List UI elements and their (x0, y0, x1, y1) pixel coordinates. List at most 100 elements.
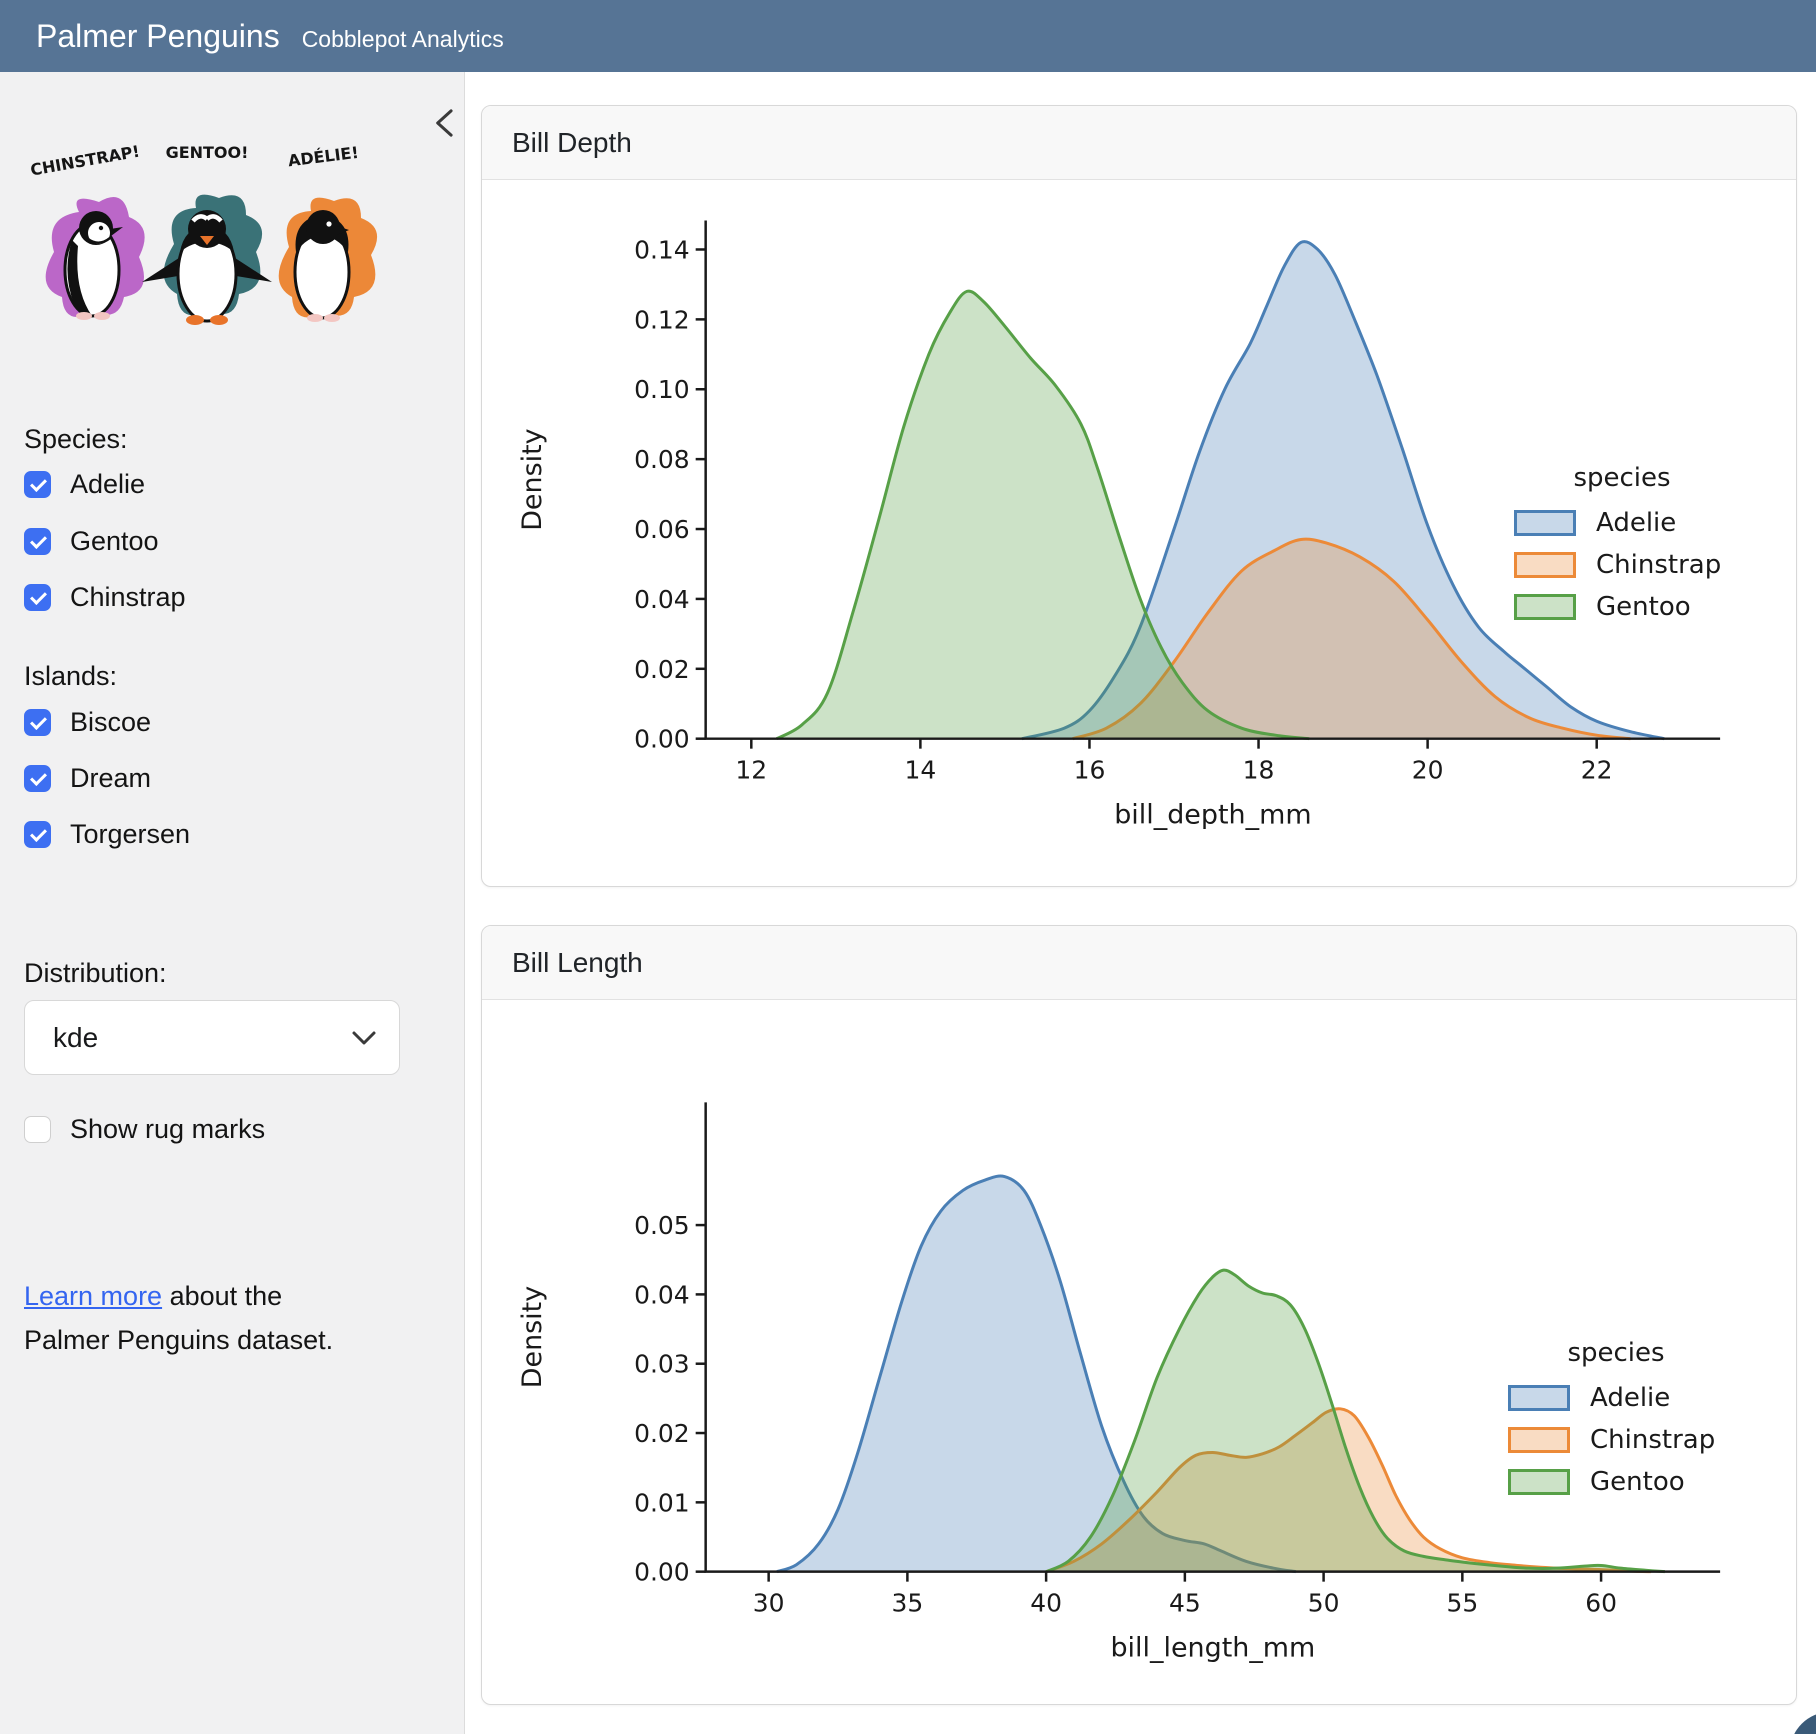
checkbox-checked-icon[interactable] (24, 765, 51, 792)
bill-length-legend: species Adelie Chinstrap Gentoo (1508, 1338, 1724, 1510)
legend-item-gentoo: Gentoo (1508, 1468, 1724, 1496)
islands-section-label: Islands: (24, 661, 117, 692)
checkbox-checked-icon[interactable] (24, 709, 51, 736)
checkbox-checked-icon[interactable] (24, 584, 51, 611)
svg-text:0.04: 0.04 (634, 1280, 690, 1309)
svg-text:Density: Density (517, 428, 548, 530)
legend-item-chinstrap: Chinstrap (1508, 1426, 1724, 1454)
svg-text:0.10: 0.10 (634, 375, 690, 404)
legend-swatch-adelie (1514, 510, 1576, 536)
legend-item-adelie: Adelie (1514, 509, 1730, 537)
legend-item-chinstrap: Chinstrap (1514, 551, 1730, 579)
legend-swatch-adelie (1508, 1385, 1570, 1411)
svg-text:0.03: 0.03 (634, 1350, 690, 1379)
learn-more-link[interactable]: Learn more (24, 1281, 162, 1311)
checkbox-checked-icon[interactable] (24, 471, 51, 498)
svg-text:16: 16 (1074, 756, 1106, 785)
svg-text:20: 20 (1412, 756, 1444, 785)
svg-text:bill_depth_mm: bill_depth_mm (1114, 800, 1311, 831)
svg-text:22: 22 (1581, 756, 1613, 785)
chevron-down-icon (351, 1030, 377, 1046)
floating-action-button[interactable] (1790, 1712, 1816, 1734)
app-root: Palmer Penguins Cobblepot Analytics (0, 0, 1816, 1734)
legend-label: Chinstrap (1596, 550, 1721, 580)
legend-swatch-chinstrap (1514, 552, 1576, 578)
svg-text:0.05: 0.05 (634, 1211, 690, 1240)
svg-text:0.08: 0.08 (634, 445, 690, 474)
bill-depth-card-header: Bill Depth (482, 106, 1796, 180)
legend-swatch-chinstrap (1508, 1427, 1570, 1453)
checkbox-island-torgersen[interactable]: Torgersen (24, 820, 190, 848)
checkbox-label[interactable]: Biscoe (70, 707, 151, 738)
bill-length-card-header: Bill Length (482, 926, 1796, 1000)
checkbox-show-rug-marks[interactable]: Show rug marks (24, 1115, 265, 1143)
legend-label: Adelie (1596, 508, 1676, 538)
distribution-select[interactable]: kde (24, 1000, 400, 1075)
svg-text:60: 60 (1585, 1589, 1617, 1618)
svg-text:12: 12 (735, 756, 767, 785)
svg-text:Density: Density (517, 1286, 548, 1388)
chinstrap-art-label: CHINSTRAP! (29, 142, 141, 180)
checkbox-species-adelie[interactable]: Adelie (24, 470, 145, 498)
svg-text:0.02: 0.02 (634, 1419, 690, 1448)
svg-text:14: 14 (905, 756, 937, 785)
checkbox-label[interactable]: Torgersen (70, 819, 190, 850)
svg-text:0.04: 0.04 (634, 585, 690, 614)
chevron-left-icon (428, 106, 462, 140)
bill-length-card: Bill Length 30 35 40 45 50 55 60 0.00 0.01 0.02 0.… (481, 925, 1797, 1705)
checkbox-label[interactable]: Show rug marks (70, 1114, 265, 1145)
gentoo-art-label: GENTOO! (166, 143, 249, 162)
sidebar: CHINSTRAP! GENTOO! ADÉLIE! Species: Adel… (0, 72, 465, 1734)
svg-text:0.06: 0.06 (634, 515, 690, 544)
card-title: Bill Depth (512, 127, 632, 159)
legend-title: species (1514, 463, 1730, 493)
svg-text:45: 45 (1169, 1589, 1201, 1618)
checkbox-label[interactable]: Gentoo (70, 526, 159, 557)
distribution-label: Distribution: (24, 958, 167, 989)
checkbox-label[interactable]: Chinstrap (70, 582, 186, 613)
svg-text:35: 35 (892, 1589, 924, 1618)
svg-text:0.14: 0.14 (634, 235, 690, 264)
checkbox-species-gentoo[interactable]: Gentoo (24, 527, 159, 555)
species-section-label: Species: (24, 424, 128, 455)
adelie-art-label: ADÉLIE! (287, 143, 360, 171)
bill-depth-card: Bill Depth 12 14 16 18 20 22 0.00 0.02 0.04 0.06 0… (481, 105, 1797, 887)
svg-text:18: 18 (1243, 756, 1275, 785)
app-subtitle: Cobblepot Analytics (302, 26, 504, 53)
svg-text:bill_length_mm: bill_length_mm (1110, 1633, 1315, 1664)
learn-more-text: Learn more about the Palmer Penguins dat… (24, 1274, 369, 1362)
bill-depth-legend: species Adelie Chinstrap Gentoo (1514, 463, 1730, 635)
svg-text:30: 30 (753, 1589, 785, 1618)
svg-text:55: 55 (1446, 1589, 1478, 1618)
checkbox-label[interactable]: Adelie (70, 469, 145, 500)
svg-text:40: 40 (1030, 1589, 1062, 1618)
card-title: Bill Length (512, 947, 643, 979)
svg-text:0.00: 0.00 (634, 1558, 690, 1587)
svg-text:0.01: 0.01 (634, 1488, 690, 1517)
bill-depth-card-body: 12 14 16 18 20 22 0.00 0.02 0.04 0.06 0.08 0.10 0.12… (482, 180, 1796, 889)
checkbox-island-biscoe[interactable]: Biscoe (24, 708, 151, 736)
legend-swatch-gentoo (1514, 594, 1576, 620)
legend-label: Chinstrap (1590, 1425, 1715, 1455)
svg-text:0.02: 0.02 (634, 655, 690, 684)
checkbox-checked-icon[interactable] (24, 821, 51, 848)
sidebar-collapse-button[interactable] (428, 106, 462, 140)
svg-text:50: 50 (1308, 1589, 1340, 1618)
penguin-artwork: CHINSTRAP! GENTOO! ADÉLIE! (24, 132, 384, 342)
distribution-select-value: kde (53, 1022, 351, 1054)
checkbox-island-dream[interactable]: Dream (24, 764, 151, 792)
legend-item-adelie: Adelie (1508, 1384, 1724, 1412)
checkbox-species-chinstrap[interactable]: Chinstrap (24, 583, 186, 611)
svg-text:0.12: 0.12 (634, 305, 690, 334)
legend-label: Gentoo (1596, 592, 1691, 622)
checkbox-label[interactable]: Dream (70, 763, 151, 794)
checkbox-checked-icon[interactable] (24, 528, 51, 555)
svg-text:0.00: 0.00 (634, 725, 690, 754)
legend-label: Adelie (1590, 1383, 1670, 1413)
bill-length-card-body: 30 35 40 45 50 55 60 0.00 0.01 0.02 0.03 0.04 0.05 bi… (482, 1000, 1796, 1707)
legend-item-gentoo: Gentoo (1514, 593, 1730, 621)
app-title: Palmer Penguins (36, 0, 280, 72)
app-header: Palmer Penguins Cobblepot Analytics (0, 0, 1816, 72)
adelie-penguin (295, 210, 349, 322)
checkbox-unchecked-icon[interactable] (24, 1116, 51, 1143)
